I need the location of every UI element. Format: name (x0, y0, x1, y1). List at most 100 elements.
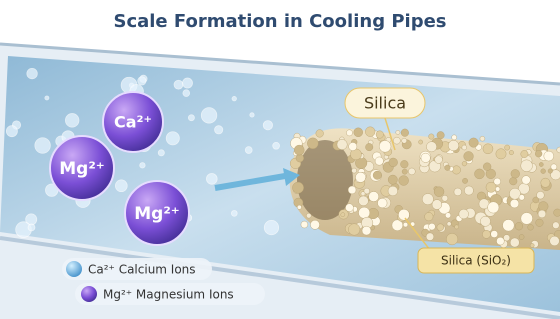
granule (454, 188, 462, 196)
granule (447, 222, 451, 226)
granule (480, 136, 485, 141)
title: Scale Formation in Cooling Pipes (113, 11, 446, 32)
bubble (183, 90, 190, 97)
granule (551, 164, 557, 170)
bubble (140, 163, 145, 168)
bubble (138, 77, 146, 85)
ion-label: Ca²⁺ (114, 113, 152, 132)
granule (402, 138, 407, 143)
granule (399, 176, 409, 186)
granule (528, 224, 534, 230)
granule (348, 224, 360, 236)
granule (535, 150, 542, 157)
granule (296, 154, 304, 162)
granule (494, 178, 501, 185)
granule (421, 153, 430, 162)
granule (310, 220, 319, 229)
granule (345, 204, 353, 212)
granule (432, 200, 442, 210)
granule (445, 213, 451, 219)
granule (422, 194, 433, 205)
granule (446, 233, 458, 245)
granule (408, 168, 415, 175)
granule (469, 138, 478, 147)
granule (474, 169, 484, 179)
granule (398, 209, 409, 220)
bubble (166, 132, 179, 145)
page: Scale Formation in Cooling Pipes Ca²⁺ Mg… (0, 0, 560, 319)
granule (365, 143, 372, 150)
granule (354, 128, 363, 137)
ion-label: Mg²⁺ (134, 204, 180, 224)
granule (337, 139, 347, 149)
granule (448, 140, 459, 151)
bubble (273, 142, 280, 149)
bubble (232, 96, 236, 100)
granule (359, 196, 369, 206)
bubble (6, 126, 17, 137)
granule (462, 161, 467, 166)
granule (505, 145, 510, 150)
granule (462, 145, 467, 150)
granule (455, 225, 459, 229)
granule (361, 192, 365, 196)
ion-label: Mg²⁺ (59, 159, 105, 179)
granule (341, 213, 345, 217)
granule (495, 187, 500, 192)
callout-label: Silica (SiO₂) (441, 254, 511, 268)
granule (442, 195, 448, 201)
bubble (206, 174, 217, 185)
bubble (215, 126, 223, 134)
granule (544, 151, 554, 161)
granule (483, 144, 493, 154)
granule (482, 230, 490, 238)
granule (510, 238, 519, 247)
bubble (28, 224, 35, 231)
granule (393, 137, 400, 144)
granule (480, 216, 490, 226)
bubble (188, 115, 194, 121)
bubble (45, 96, 49, 100)
granule (362, 226, 371, 235)
granule (452, 135, 457, 140)
granule (530, 243, 534, 247)
granule (521, 213, 533, 225)
granule (402, 169, 407, 174)
granule (369, 191, 379, 201)
granule (373, 171, 381, 179)
granule (376, 131, 384, 139)
granule (496, 149, 506, 159)
granule (541, 178, 550, 187)
granule (358, 207, 369, 218)
bubble (174, 80, 183, 89)
granule (464, 186, 473, 195)
granule (316, 130, 324, 138)
legend-swatch (81, 286, 97, 302)
granule (419, 140, 423, 144)
granule (292, 182, 303, 193)
granule (519, 234, 524, 239)
granule (541, 169, 546, 174)
bubble (65, 114, 78, 127)
granule (306, 213, 311, 218)
granule (434, 187, 444, 197)
illustration: Scale Formation in Cooling Pipes Ca²⁺ Mg… (0, 0, 560, 319)
granule (388, 186, 398, 196)
granule (509, 150, 514, 155)
granule (538, 210, 546, 218)
granule (401, 129, 409, 137)
legend-label: Ca²⁺ Calcium Ions (88, 263, 196, 277)
granule (297, 205, 301, 209)
deposit-opening (297, 140, 353, 220)
granule (352, 168, 357, 173)
granule (428, 223, 435, 230)
granule (521, 160, 533, 172)
granule (375, 157, 383, 165)
granule (509, 177, 517, 185)
granule (355, 172, 365, 182)
bubble (183, 78, 193, 88)
granule (425, 212, 434, 221)
granule (515, 222, 523, 230)
granule (521, 150, 528, 157)
bubble (245, 147, 252, 154)
